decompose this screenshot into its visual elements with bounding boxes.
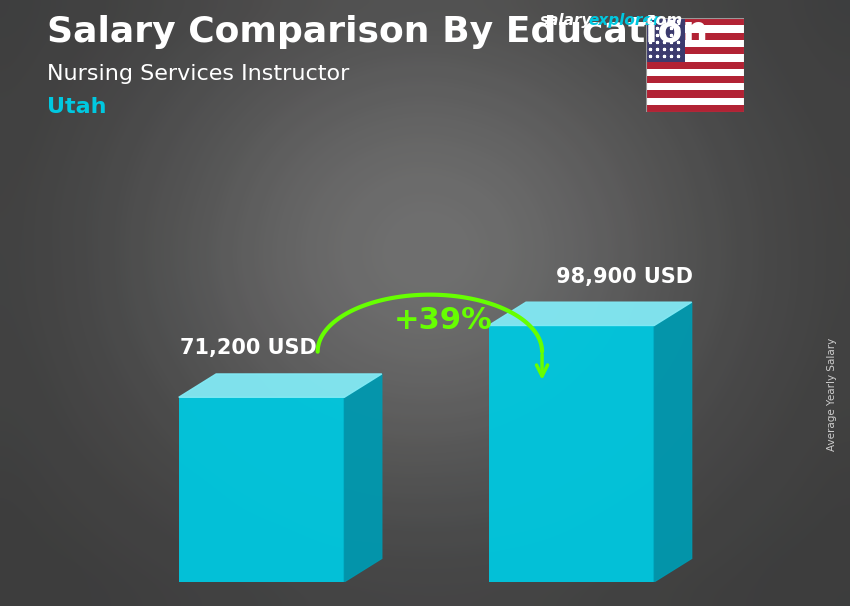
Polygon shape bbox=[344, 374, 382, 582]
Bar bbox=[646, 98, 744, 105]
Text: explorer: explorer bbox=[588, 13, 660, 28]
Bar bbox=[646, 40, 744, 47]
Text: Utah: Utah bbox=[47, 97, 106, 117]
Bar bbox=[646, 25, 744, 33]
Bar bbox=[646, 62, 744, 68]
Text: 71,200 USD: 71,200 USD bbox=[180, 338, 316, 358]
Bar bbox=[646, 33, 744, 40]
Polygon shape bbox=[489, 302, 692, 325]
Text: .com: .com bbox=[642, 13, 683, 28]
Bar bbox=[646, 76, 744, 83]
Bar bbox=[646, 18, 744, 25]
Bar bbox=[489, 325, 654, 582]
Text: +39%: +39% bbox=[394, 306, 493, 335]
Bar bbox=[646, 68, 744, 76]
Text: 98,900 USD: 98,900 USD bbox=[557, 267, 694, 287]
Polygon shape bbox=[654, 302, 692, 582]
Bar bbox=[646, 105, 744, 112]
Text: Salary Comparison By Education: Salary Comparison By Education bbox=[47, 15, 708, 49]
Bar bbox=[646, 83, 744, 90]
Text: Nursing Services Instructor: Nursing Services Instructor bbox=[47, 64, 349, 84]
Bar bbox=[646, 55, 744, 62]
Bar bbox=[646, 18, 685, 62]
Text: Average Yearly Salary: Average Yearly Salary bbox=[827, 338, 837, 450]
Text: salary: salary bbox=[540, 13, 592, 28]
Polygon shape bbox=[178, 374, 382, 398]
Bar bbox=[646, 90, 744, 98]
Bar bbox=[646, 47, 744, 55]
Bar bbox=[178, 398, 344, 582]
